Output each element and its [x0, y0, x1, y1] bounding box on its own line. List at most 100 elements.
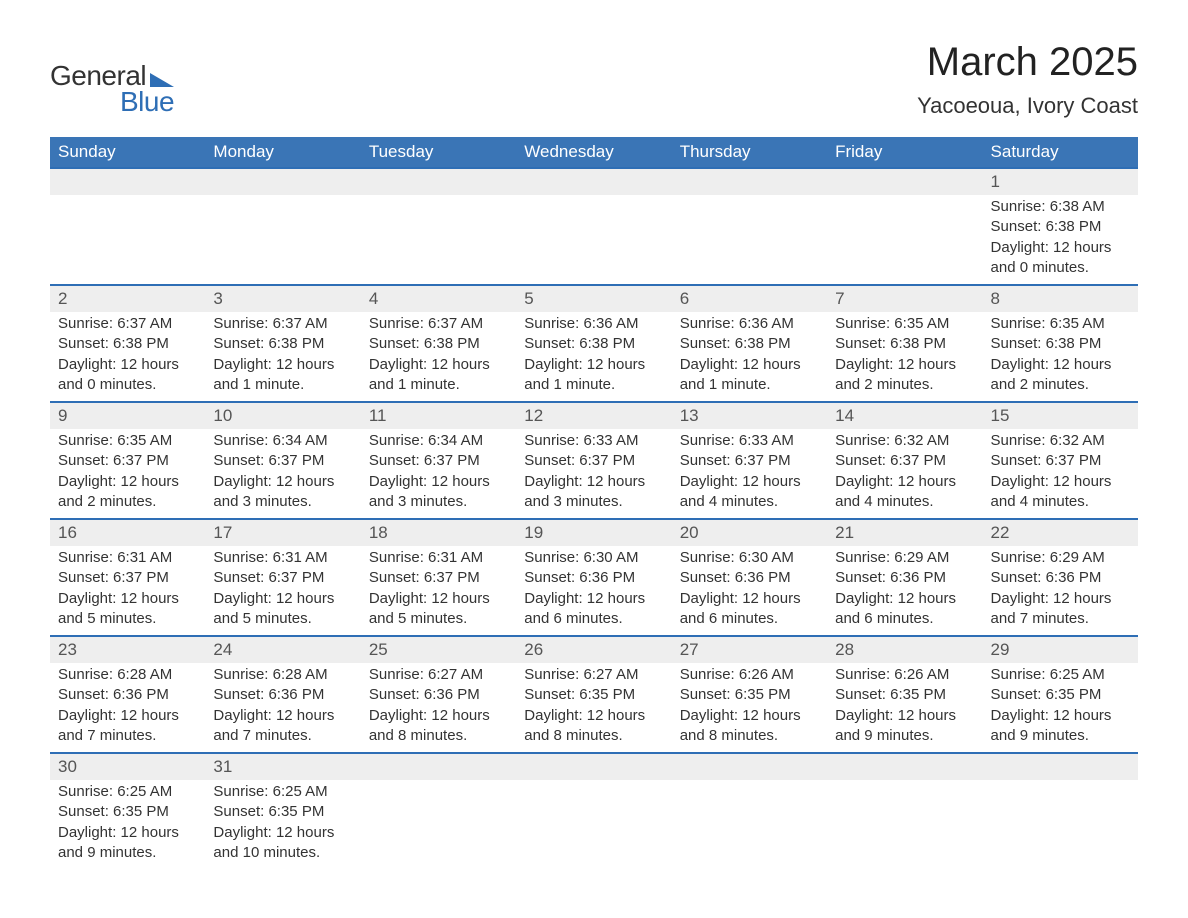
- day-daylight2: and 4 minutes.: [991, 492, 1130, 512]
- day-number: 11: [369, 406, 387, 425]
- weekday-header: Saturday: [983, 137, 1138, 168]
- day-number: 21: [835, 523, 854, 542]
- day-details-cell: Sunrise: 6:31 AMSunset: 6:37 PMDaylight:…: [205, 546, 360, 636]
- day-details-cell: [827, 780, 982, 869]
- day-number: 8: [991, 289, 1000, 308]
- day-sunset: Sunset: 6:38 PM: [835, 334, 974, 354]
- day-details-row: Sunrise: 6:25 AMSunset: 6:35 PMDaylight:…: [50, 780, 1138, 869]
- day-number: 5: [524, 289, 533, 308]
- day-number-cell: [827, 753, 982, 780]
- day-daylight1: Daylight: 12 hours: [835, 472, 974, 492]
- day-daylight1: Daylight: 12 hours: [680, 589, 819, 609]
- day-daylight2: and 9 minutes.: [835, 726, 974, 746]
- day-number-row: 2345678: [50, 285, 1138, 312]
- day-daylight1: Daylight: 12 hours: [58, 355, 197, 375]
- day-number-cell: [516, 753, 671, 780]
- day-daylight1: Daylight: 12 hours: [991, 355, 1130, 375]
- day-details-cell: Sunrise: 6:35 AMSunset: 6:37 PMDaylight:…: [50, 429, 205, 519]
- day-sunset: Sunset: 6:37 PM: [213, 451, 352, 471]
- day-details-cell: [361, 195, 516, 285]
- day-details-cell: Sunrise: 6:37 AMSunset: 6:38 PMDaylight:…: [205, 312, 360, 402]
- day-sunrise: Sunrise: 6:37 AM: [213, 314, 352, 334]
- day-sunrise: Sunrise: 6:35 AM: [835, 314, 974, 334]
- day-sunrise: Sunrise: 6:34 AM: [369, 431, 508, 451]
- day-daylight2: and 2 minutes.: [835, 375, 974, 395]
- day-number: 12: [524, 406, 543, 425]
- logo-triangle-icon: [150, 73, 174, 87]
- day-sunrise: Sunrise: 6:26 AM: [680, 665, 819, 685]
- day-daylight2: and 3 minutes.: [213, 492, 352, 512]
- page-header: General Blue March 2025 Yacoeoua, Ivory …: [50, 40, 1138, 119]
- day-number-cell: [205, 168, 360, 195]
- day-details-cell: Sunrise: 6:37 AMSunset: 6:38 PMDaylight:…: [361, 312, 516, 402]
- day-sunrise: Sunrise: 6:37 AM: [58, 314, 197, 334]
- day-sunset: Sunset: 6:35 PM: [680, 685, 819, 705]
- weekday-header: Friday: [827, 137, 982, 168]
- day-details-cell: Sunrise: 6:36 AMSunset: 6:38 PMDaylight:…: [516, 312, 671, 402]
- day-number: 31: [213, 757, 232, 776]
- day-details-cell: [205, 195, 360, 285]
- day-number-row: 1: [50, 168, 1138, 195]
- day-details-cell: Sunrise: 6:35 AMSunset: 6:38 PMDaylight:…: [983, 312, 1138, 402]
- day-sunset: Sunset: 6:36 PM: [213, 685, 352, 705]
- day-details-cell: [516, 780, 671, 869]
- day-details-cell: Sunrise: 6:30 AMSunset: 6:36 PMDaylight:…: [672, 546, 827, 636]
- day-sunset: Sunset: 6:35 PM: [58, 802, 197, 822]
- weekday-header: Tuesday: [361, 137, 516, 168]
- day-sunset: Sunset: 6:37 PM: [835, 451, 974, 471]
- day-daylight1: Daylight: 12 hours: [524, 589, 663, 609]
- day-details-cell: Sunrise: 6:32 AMSunset: 6:37 PMDaylight:…: [827, 429, 982, 519]
- day-number-cell: 5: [516, 285, 671, 312]
- day-daylight2: and 4 minutes.: [680, 492, 819, 512]
- day-daylight2: and 2 minutes.: [991, 375, 1130, 395]
- day-sunset: Sunset: 6:38 PM: [991, 217, 1130, 237]
- day-details-cell: Sunrise: 6:29 AMSunset: 6:36 PMDaylight:…: [827, 546, 982, 636]
- logo: General Blue: [50, 60, 174, 118]
- day-sunset: Sunset: 6:36 PM: [369, 685, 508, 705]
- day-number-row: 16171819202122: [50, 519, 1138, 546]
- day-details-cell: Sunrise: 6:29 AMSunset: 6:36 PMDaylight:…: [983, 546, 1138, 636]
- day-sunset: Sunset: 6:38 PM: [369, 334, 508, 354]
- day-daylight2: and 5 minutes.: [213, 609, 352, 629]
- weekday-header: Sunday: [50, 137, 205, 168]
- day-sunset: Sunset: 6:37 PM: [213, 568, 352, 588]
- weekday-header: Monday: [205, 137, 360, 168]
- day-daylight1: Daylight: 12 hours: [369, 589, 508, 609]
- day-sunrise: Sunrise: 6:34 AM: [213, 431, 352, 451]
- day-sunrise: Sunrise: 6:27 AM: [524, 665, 663, 685]
- day-number-cell: 6: [672, 285, 827, 312]
- day-sunset: Sunset: 6:36 PM: [680, 568, 819, 588]
- day-number-cell: 27: [672, 636, 827, 663]
- day-details-cell: [516, 195, 671, 285]
- logo-text-blue: Blue: [120, 86, 174, 118]
- day-sunset: Sunset: 6:37 PM: [524, 451, 663, 471]
- day-number: 6: [680, 289, 689, 308]
- day-daylight2: and 1 minute.: [680, 375, 819, 395]
- day-number-cell: 8: [983, 285, 1138, 312]
- day-number-cell: 15: [983, 402, 1138, 429]
- day-sunrise: Sunrise: 6:36 AM: [524, 314, 663, 334]
- day-details-cell: [827, 195, 982, 285]
- day-number-cell: 20: [672, 519, 827, 546]
- day-daylight1: Daylight: 12 hours: [680, 706, 819, 726]
- day-sunrise: Sunrise: 6:35 AM: [991, 314, 1130, 334]
- day-number-cell: [672, 753, 827, 780]
- day-number-cell: 29: [983, 636, 1138, 663]
- day-daylight1: Daylight: 12 hours: [835, 355, 974, 375]
- day-number-cell: 16: [50, 519, 205, 546]
- day-number-row: 23242526272829: [50, 636, 1138, 663]
- day-sunrise: Sunrise: 6:28 AM: [58, 665, 197, 685]
- day-details-cell: Sunrise: 6:34 AMSunset: 6:37 PMDaylight:…: [205, 429, 360, 519]
- day-number-cell: [983, 753, 1138, 780]
- day-sunrise: Sunrise: 6:33 AM: [524, 431, 663, 451]
- day-details-cell: Sunrise: 6:27 AMSunset: 6:36 PMDaylight:…: [361, 663, 516, 753]
- day-sunrise: Sunrise: 6:31 AM: [369, 548, 508, 568]
- day-number: 7: [835, 289, 844, 308]
- day-number-cell: 11: [361, 402, 516, 429]
- day-number-cell: 31: [205, 753, 360, 780]
- day-daylight2: and 8 minutes.: [680, 726, 819, 746]
- day-daylight2: and 6 minutes.: [835, 609, 974, 629]
- calendar-table: Sunday Monday Tuesday Wednesday Thursday…: [50, 137, 1138, 869]
- day-daylight1: Daylight: 12 hours: [835, 589, 974, 609]
- day-number-cell: 19: [516, 519, 671, 546]
